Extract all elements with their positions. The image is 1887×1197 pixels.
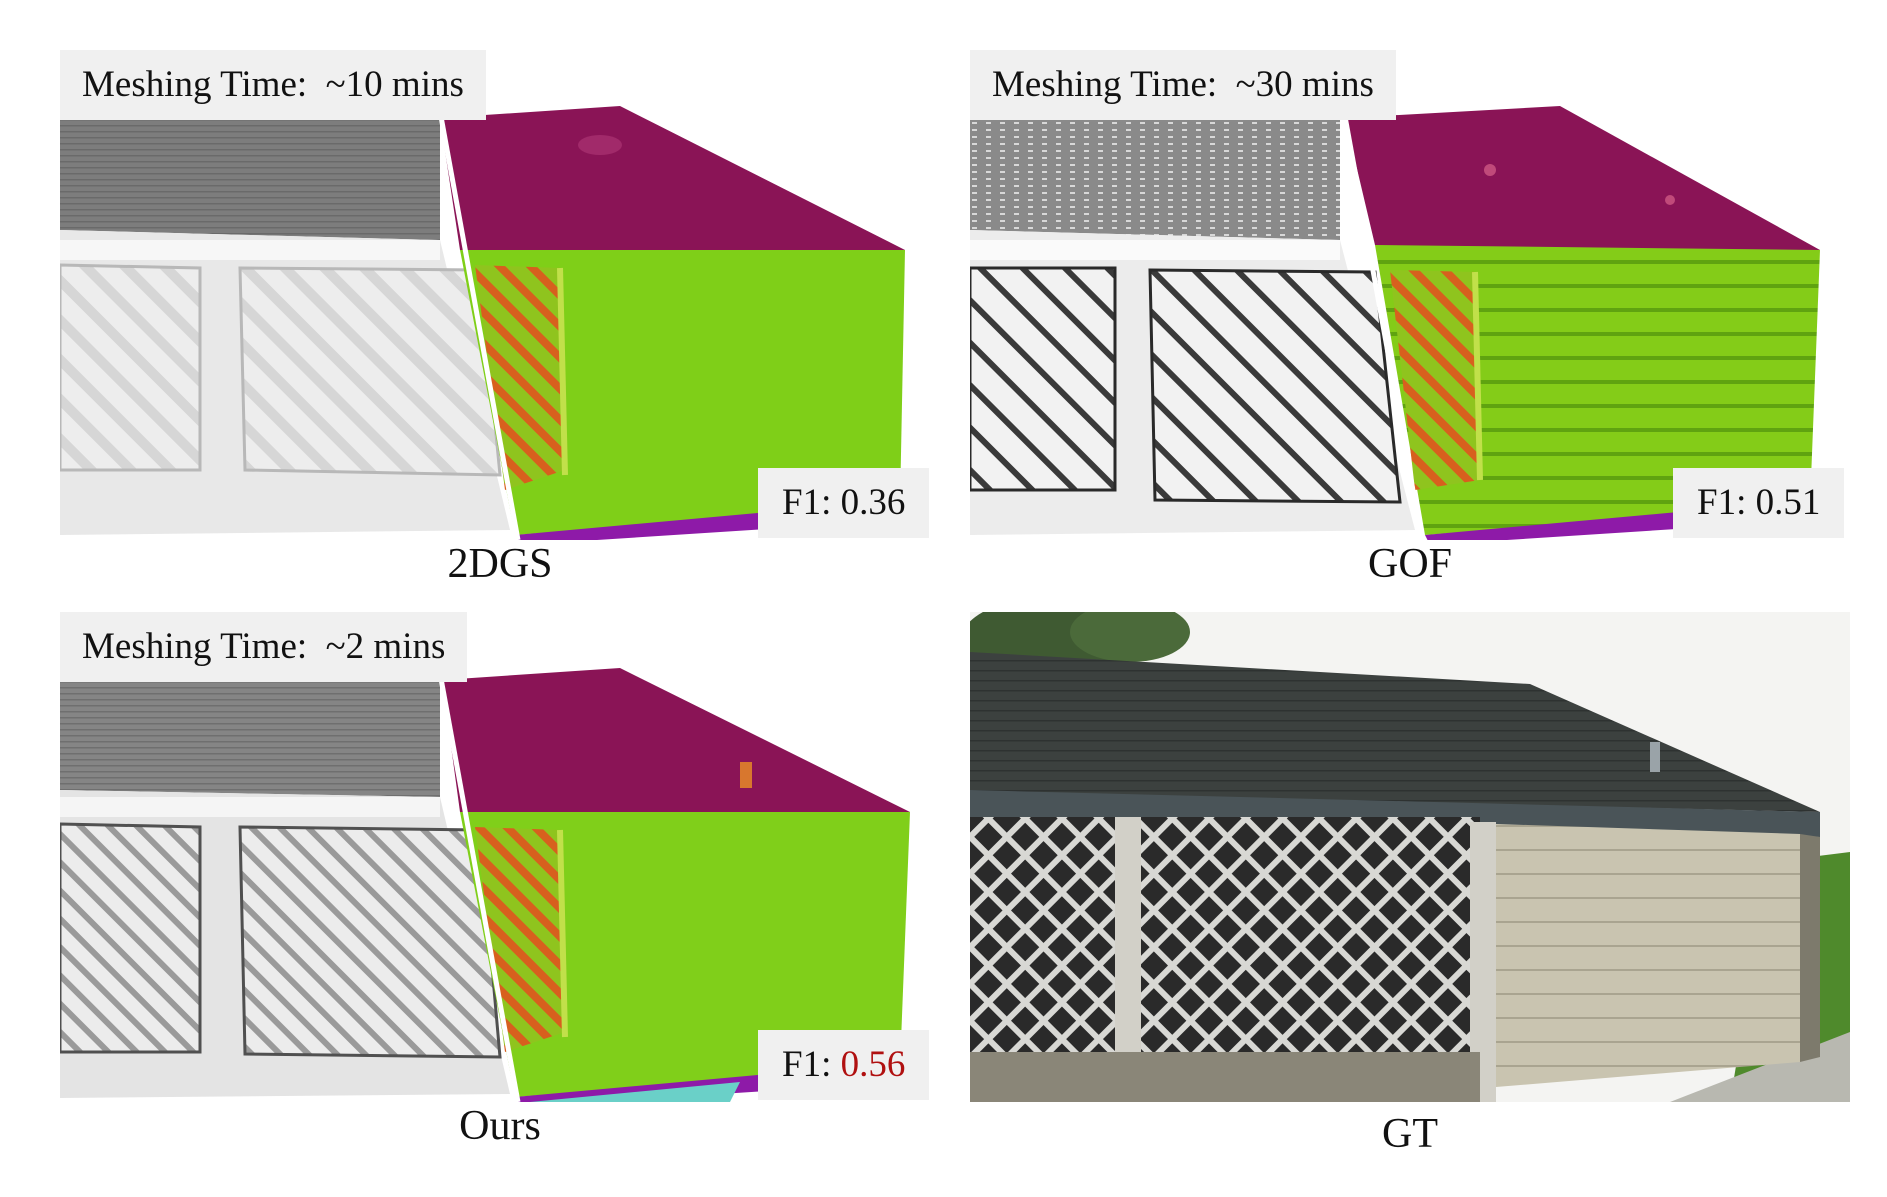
panel-gof: Meshing Time: ~30 mins F1: 0.51 <box>970 50 1850 540</box>
caption-gof: GOF <box>1367 541 1453 587</box>
f1-score-ours: F1: 0.56 <box>758 1030 930 1100</box>
panel-gt <box>970 612 1850 1102</box>
mesh-render-gof <box>970 99 1820 540</box>
mesh-render-ours <box>60 661 910 1102</box>
ground-truth-photo <box>970 612 1850 1102</box>
panel-ours: Meshing Time: ~2 mins F1: 0.56 <box>60 612 930 1102</box>
f1-best-value: 0.56 <box>840 1044 906 1085</box>
caption-gt: GT <box>1382 1111 1438 1157</box>
caption-2dgs: 2DGS <box>447 541 553 587</box>
f1-score-gof: F1: 0.51 <box>1673 468 1845 538</box>
meshing-time-label-ours: Meshing Time: ~2 mins <box>60 612 468 682</box>
f1-score-2dgs: F1: 0.36 <box>758 468 930 538</box>
panel-2dgs: Meshing Time: ~10 mins F1: 0.36 <box>60 50 930 540</box>
caption-ours: Ours <box>459 1103 541 1149</box>
meshing-time-label-gof: Meshing Time: ~30 mins <box>970 50 1396 120</box>
mesh-render-2dgs <box>60 99 905 540</box>
meshing-time-label-2dgs: Meshing Time: ~10 mins <box>60 50 486 120</box>
